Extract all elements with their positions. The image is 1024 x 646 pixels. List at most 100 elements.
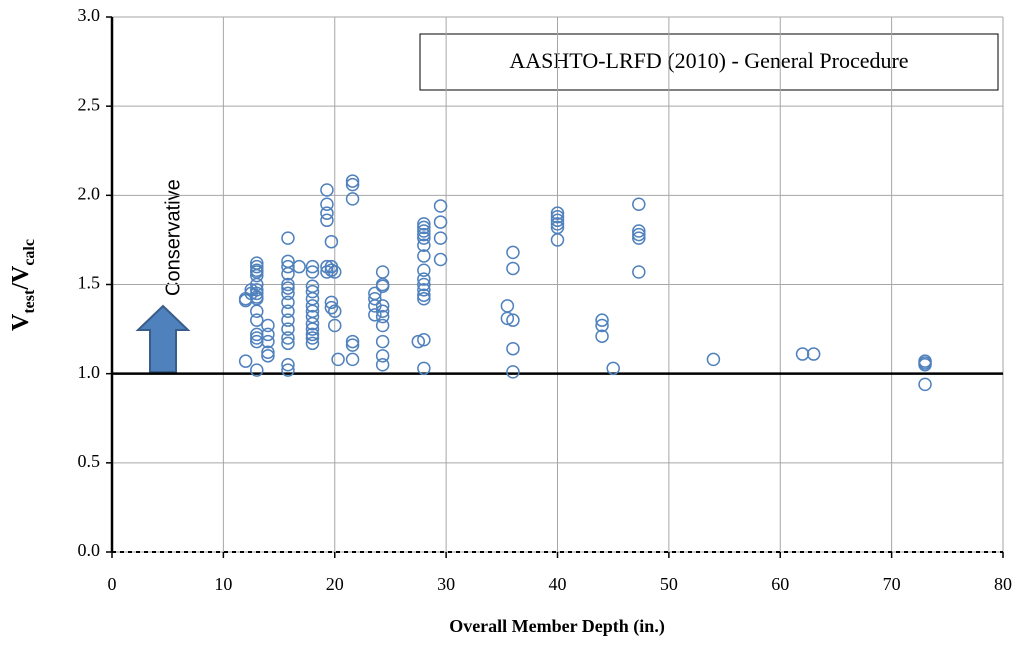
point: [500, 299, 515, 313]
x-tick-label: 30: [437, 574, 455, 594]
point: [281, 336, 295, 351]
point: [281, 295, 295, 310]
point: [305, 299, 320, 313]
point: [411, 334, 426, 349]
point: [305, 331, 320, 345]
y-tick-label: 2.5: [78, 94, 101, 114]
point: [250, 327, 264, 342]
point: [281, 231, 295, 245]
point: [417, 333, 431, 347]
point: [918, 377, 932, 392]
point: [806, 347, 821, 361]
point: [375, 304, 390, 318]
point: [320, 197, 334, 211]
point: [250, 286, 264, 301]
point: [500, 311, 515, 326]
point: [506, 313, 520, 327]
point: [305, 284, 320, 299]
point: [331, 352, 345, 367]
x-tick-label: 10: [214, 574, 232, 594]
point: [632, 265, 646, 279]
point: [506, 245, 520, 260]
point: [417, 220, 431, 235]
x-tick-label: 80: [994, 574, 1012, 594]
point: [345, 177, 360, 192]
point: [417, 249, 431, 263]
y-tick-label: 1.0: [78, 362, 101, 382]
point: [328, 304, 342, 318]
point: [417, 231, 431, 245]
y-tick-label: 1.5: [78, 273, 101, 293]
point: [595, 318, 609, 333]
point: [281, 331, 295, 345]
x-tick-label: 60: [771, 574, 789, 594]
y-tick-label: 0.5: [78, 451, 101, 471]
point: [281, 304, 295, 318]
point: [632, 227, 646, 242]
point: [417, 283, 431, 297]
point: [281, 322, 295, 336]
point: [706, 352, 721, 367]
x-tick-label: 20: [326, 574, 344, 594]
point: [506, 341, 520, 356]
point: [550, 209, 565, 224]
y-tick-label: 3.0: [78, 5, 101, 25]
point: [320, 183, 334, 197]
x-tick-label: 50: [660, 574, 678, 594]
point: [417, 272, 431, 286]
point: [550, 213, 565, 228]
point: [345, 174, 360, 188]
point: [417, 224, 431, 238]
point: [281, 259, 295, 274]
point: [250, 259, 264, 274]
y-tick-label: 2.0: [78, 183, 101, 203]
point: [250, 363, 264, 377]
point: [375, 334, 390, 349]
arrow-label: Conservative: [162, 179, 184, 296]
point: [632, 197, 646, 211]
point: [305, 316, 320, 331]
point: [261, 349, 275, 363]
point: [595, 329, 609, 343]
conservative-arrow: [135, 304, 191, 373]
point: [433, 252, 448, 267]
point: [261, 318, 275, 333]
point: [324, 295, 339, 310]
point: [375, 309, 390, 324]
point: [250, 313, 264, 327]
point: [345, 338, 360, 352]
point: [433, 215, 448, 229]
point: [918, 358, 932, 372]
point: [375, 299, 390, 313]
point: [305, 292, 320, 306]
point: [328, 265, 342, 279]
point: [281, 363, 295, 377]
point: [632, 231, 646, 245]
point: [433, 231, 448, 245]
point: [368, 292, 382, 306]
point: [250, 268, 264, 283]
point: [250, 304, 264, 318]
x-tick-label: 0: [108, 574, 117, 594]
y-axis-label: Vtest/Vcalc: [8, 239, 38, 331]
point: [261, 345, 275, 360]
y-label-part: calc: [21, 239, 38, 266]
point: [417, 361, 431, 376]
x-tick-label: 40: [549, 574, 567, 594]
point: [305, 259, 320, 274]
x-axis-label: Overall Member Depth (in.): [449, 616, 665, 637]
point: [281, 358, 295, 372]
point: [417, 292, 431, 306]
point: [375, 265, 390, 279]
point: [281, 277, 295, 292]
point: [375, 358, 390, 372]
point: [305, 327, 320, 342]
point: [506, 261, 520, 276]
point: [433, 199, 448, 213]
point: [550, 233, 565, 247]
point: [606, 361, 620, 376]
point: [417, 288, 431, 302]
point: [632, 224, 646, 238]
y-tick-label: 0.0: [78, 540, 101, 560]
